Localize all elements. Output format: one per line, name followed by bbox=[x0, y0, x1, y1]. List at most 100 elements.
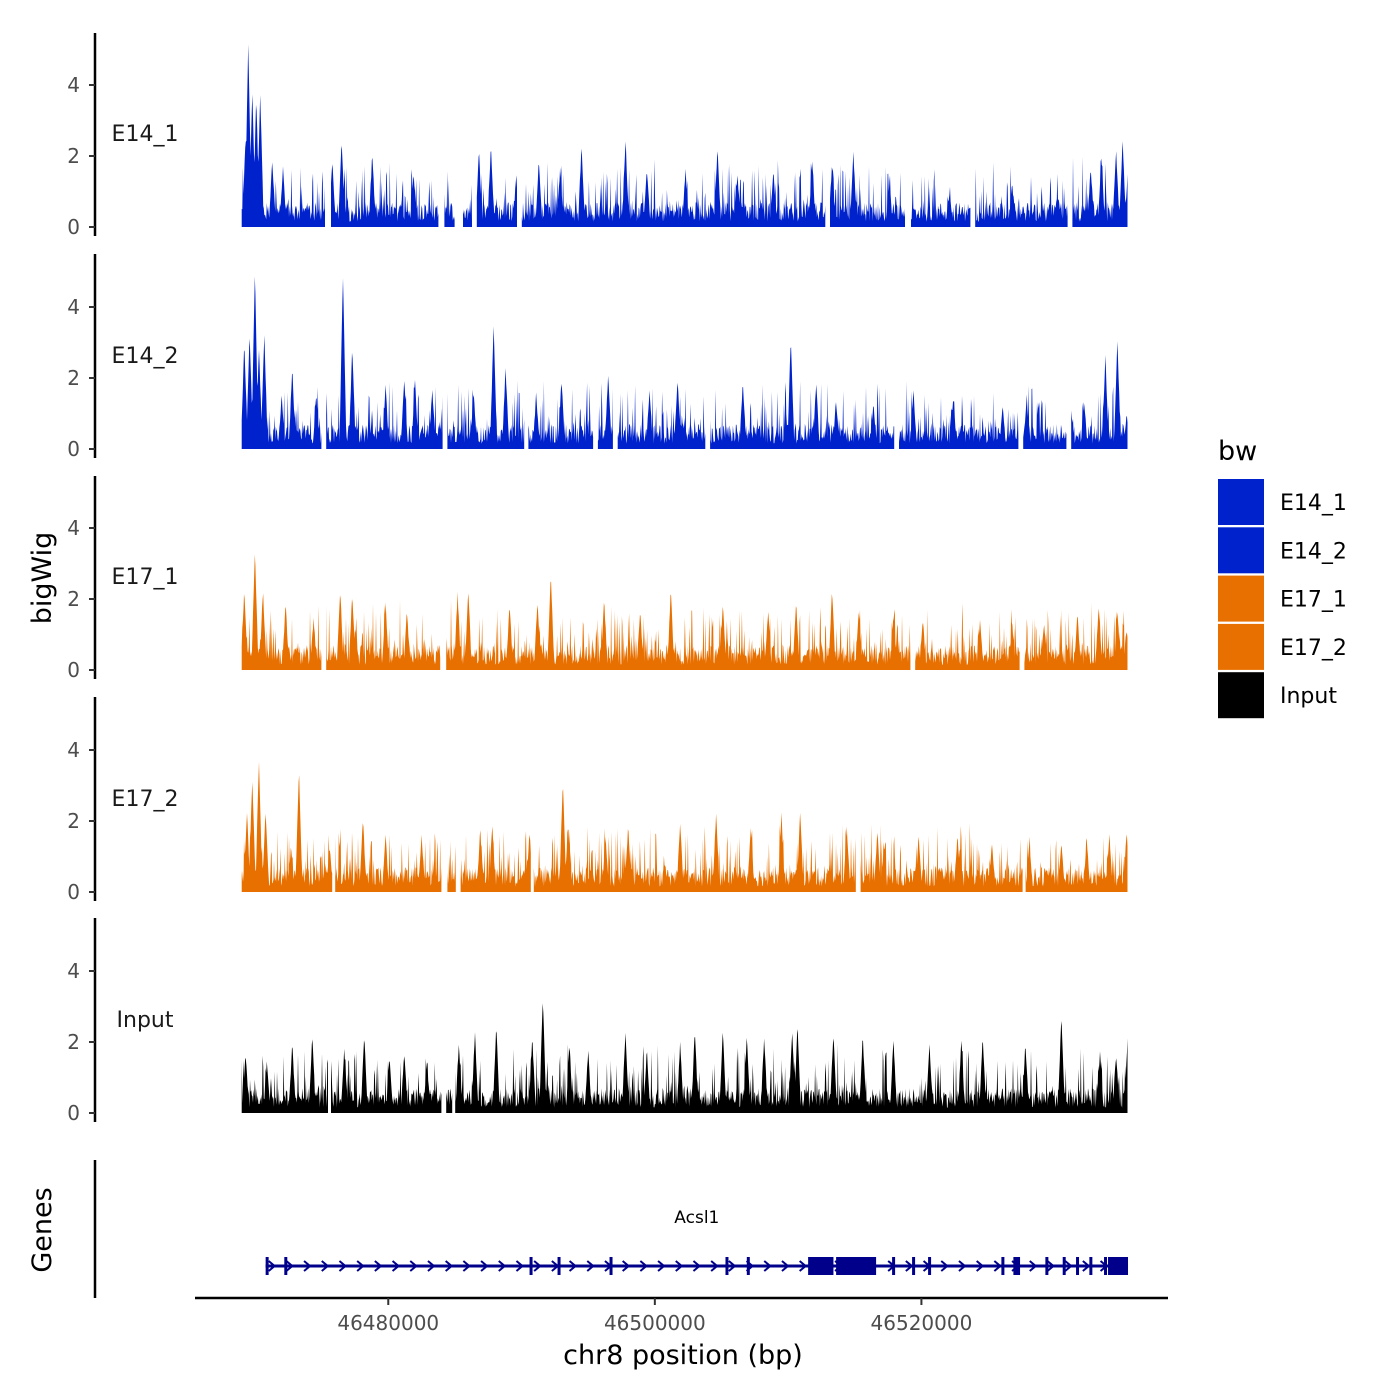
strand-arrow bbox=[462, 1260, 471, 1272]
y-tick-label-E17_1-4: 4 bbox=[67, 516, 80, 540]
gene-exon bbox=[1108, 1257, 1129, 1275]
strand-arrow bbox=[622, 1260, 631, 1272]
gene-exon bbox=[912, 1257, 916, 1275]
gene-exon bbox=[725, 1257, 729, 1275]
y-tick-label-E17_2-4: 4 bbox=[67, 738, 80, 762]
gene-exon bbox=[1076, 1257, 1080, 1275]
strand-arrow bbox=[338, 1260, 348, 1272]
strand-arrow bbox=[799, 1260, 808, 1272]
legend-key-E17_2 bbox=[1218, 623, 1264, 670]
strand-arrow bbox=[285, 1260, 294, 1272]
track-label-E17_1: E17_1 bbox=[112, 565, 179, 590]
y-tick-label-Input-2: 2 bbox=[67, 1030, 80, 1054]
strand-arrow bbox=[639, 1260, 648, 1272]
strand-arrow bbox=[675, 1260, 684, 1272]
strand-arrow bbox=[356, 1260, 365, 1272]
legend-title: bw bbox=[1218, 436, 1257, 467]
y-tick-label-E14_1-2: 2 bbox=[67, 144, 80, 168]
legend-key-E14_2 bbox=[1218, 527, 1264, 574]
y-tick-label-E14_1-4: 4 bbox=[67, 73, 80, 97]
strand-arrow bbox=[657, 1260, 666, 1272]
strand-arrow bbox=[498, 1260, 507, 1272]
gene-name-label: Acsl1 bbox=[674, 1208, 719, 1228]
gene-exon bbox=[1104, 1257, 1108, 1275]
strand-arrow bbox=[303, 1260, 312, 1272]
gene-Acsl1: Acsl1 bbox=[265, 1208, 1129, 1275]
y-tick-label-E17_2-0: 0 bbox=[67, 880, 80, 904]
track-E14_2: 0 2 4 E14_2 bbox=[67, 254, 1128, 461]
legend-label-E14_1: E14_1 bbox=[1280, 491, 1347, 516]
gene-track-title: Genes bbox=[27, 1187, 58, 1272]
coverage-area-E14_1 bbox=[241, 44, 1128, 227]
track-label-E17_2: E17_2 bbox=[112, 787, 179, 812]
legend-label-E14_2: E14_2 bbox=[1280, 539, 1347, 564]
gene-exon bbox=[808, 1257, 834, 1275]
track-Input: 0 2 4 Input bbox=[67, 918, 1128, 1125]
gene-exon bbox=[1089, 1257, 1093, 1275]
gene-exon bbox=[1013, 1257, 1021, 1275]
strand-arrow bbox=[940, 1260, 949, 1272]
x-axis: 46480000 46500000 46520000 bbox=[195, 1296, 1168, 1335]
track-label-Input: Input bbox=[117, 1008, 174, 1033]
strand-arrow bbox=[728, 1260, 737, 1272]
coverage-area-E14_2 bbox=[241, 276, 1128, 449]
strand-arrow bbox=[1082, 1260, 1091, 1272]
strand-arrow bbox=[374, 1260, 383, 1272]
y-tick-label-E14_2-2: 2 bbox=[67, 366, 80, 390]
gene-exon bbox=[746, 1257, 750, 1275]
strand-arrow bbox=[976, 1260, 985, 1272]
gene-exon bbox=[557, 1257, 561, 1275]
strand-arrow bbox=[409, 1260, 418, 1272]
gene-exon bbox=[609, 1257, 613, 1275]
track-label-E14_1: E14_1 bbox=[112, 122, 179, 147]
track-label-E14_2: E14_2 bbox=[112, 344, 179, 369]
x-tick-label-46520000: 46520000 bbox=[871, 1311, 973, 1335]
gene-track: Acsl1 bbox=[93, 1160, 1129, 1298]
gene-exon bbox=[529, 1257, 533, 1275]
legend-key-E17_1 bbox=[1218, 575, 1264, 622]
gene-exon bbox=[836, 1257, 877, 1275]
strand-arrow bbox=[710, 1260, 719, 1272]
x-tick-label-46480000: 46480000 bbox=[337, 1311, 439, 1335]
track-E17_2: 0 2 4 E17_2 bbox=[67, 697, 1128, 904]
legend-label-E17_1: E17_1 bbox=[1280, 588, 1347, 613]
gene-exon bbox=[1001, 1257, 1005, 1275]
coverage-area-E17_1 bbox=[241, 554, 1128, 670]
gene-exon bbox=[1045, 1257, 1049, 1275]
strand-arrow bbox=[321, 1260, 330, 1272]
strand-arrow bbox=[993, 1260, 1002, 1272]
strand-arrow bbox=[905, 1260, 914, 1272]
legend-key-Input bbox=[1218, 672, 1264, 719]
gene-exon bbox=[892, 1257, 896, 1275]
strand-arrow bbox=[445, 1260, 454, 1272]
legend: bw E14_1 E14_2 E17_1 E17_2 Input bbox=[1218, 436, 1347, 719]
y-tick-label-Input-0: 0 bbox=[67, 1101, 80, 1125]
gene-exon bbox=[928, 1257, 932, 1275]
y-axis-title: bigWig bbox=[27, 532, 58, 625]
strand-arrow bbox=[763, 1260, 772, 1272]
strand-arrow bbox=[480, 1260, 489, 1272]
strand-arrow bbox=[391, 1260, 401, 1272]
legend-key-E14_1 bbox=[1218, 479, 1264, 525]
y-tick-label-E17_2-2: 2 bbox=[67, 809, 80, 833]
track-E14_1: 0 2 4 E14_1 bbox=[67, 33, 1128, 239]
y-tick-label-E14_2-0: 0 bbox=[67, 437, 80, 461]
strand-arrow bbox=[515, 1260, 525, 1272]
strand-arrow bbox=[958, 1260, 967, 1272]
y-tick-label-Input-4: 4 bbox=[67, 959, 80, 983]
gene-exon bbox=[284, 1257, 288, 1275]
strand-arrow bbox=[427, 1260, 436, 1272]
coverage-area-E17_2 bbox=[241, 761, 1128, 892]
x-axis-title: chr8 position (bp) bbox=[563, 1340, 803, 1371]
strand-arrow bbox=[692, 1260, 702, 1272]
gene-exon bbox=[1062, 1257, 1066, 1275]
y-tick-label-E14_2-4: 4 bbox=[67, 295, 80, 319]
gene-exon bbox=[265, 1257, 269, 1275]
strand-arrow bbox=[1029, 1260, 1038, 1272]
x-tick-label-46500000: 46500000 bbox=[604, 1311, 706, 1335]
coverage-area-Input bbox=[241, 1003, 1128, 1113]
strand-arrow bbox=[568, 1260, 578, 1272]
legend-label-Input: Input bbox=[1280, 684, 1337, 709]
